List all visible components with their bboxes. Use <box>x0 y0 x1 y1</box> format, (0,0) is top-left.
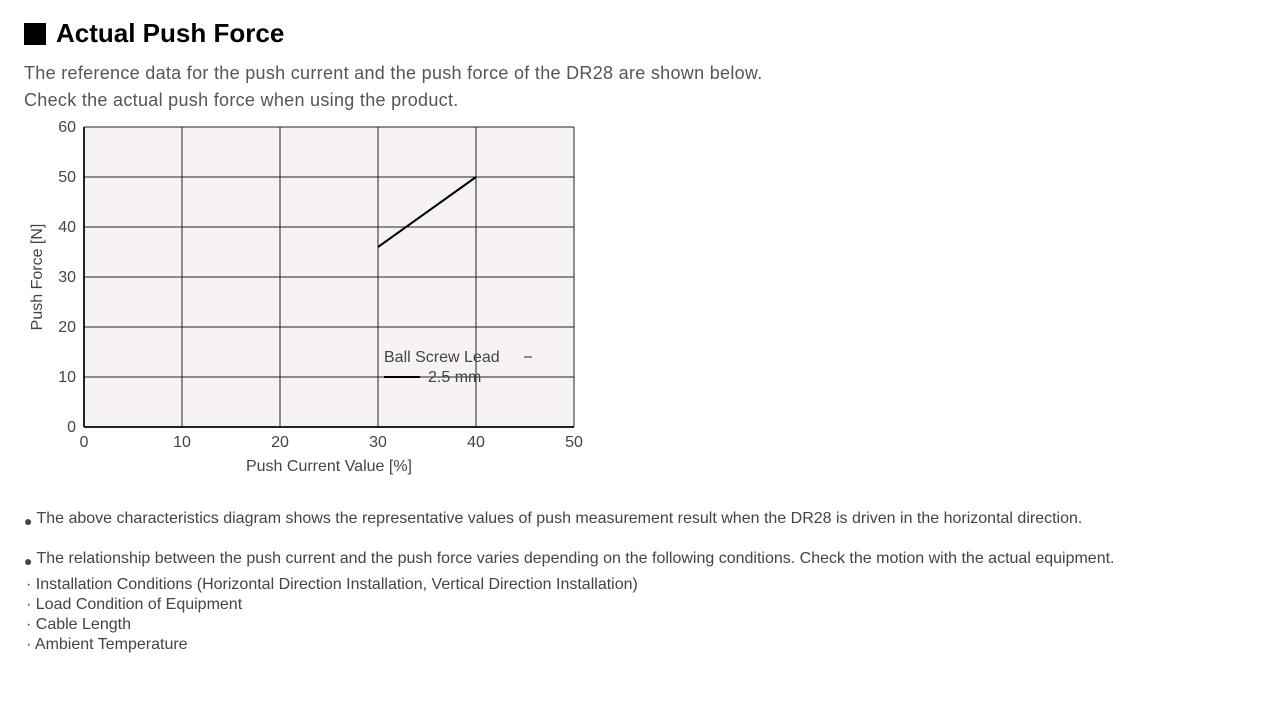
intro-line-2: Check the actual push force when using t… <box>24 90 1256 111</box>
note-sub-3: · Cable Length <box>26 616 1256 634</box>
chart-svg: 0 10 20 30 40 50 0 10 20 30 40 50 60 Push Current Val… <box>24 117 604 487</box>
section-title: Actual Push Force <box>56 18 284 49</box>
notes-section: ● The above characteristics diagram show… <box>24 510 1256 654</box>
svg-text:Push Force [N]: Push Force [N] <box>29 224 46 331</box>
section-title-row: Actual Push Force <box>24 18 1256 49</box>
svg-text:0: 0 <box>80 434 89 451</box>
svg-text:20: 20 <box>58 319 76 336</box>
svg-text:Push Current Value [%]: Push Current Value [%] <box>246 458 412 475</box>
svg-text:0: 0 <box>67 419 76 436</box>
svg-text:60: 60 <box>58 119 76 136</box>
note-bullet-1: ● The above characteristics diagram show… <box>24 510 1256 532</box>
svg-text:40: 40 <box>467 434 485 451</box>
note-bullet-2-text: The relationship between the push curren… <box>36 550 1114 568</box>
note-sub-2: · Load Condition of Equipment <box>26 596 1256 614</box>
note-bullet-1-text: The above characteristics diagram shows … <box>36 510 1082 528</box>
svg-text:10: 10 <box>173 434 191 451</box>
note-sub-4: · Ambient Temperature <box>26 636 1256 654</box>
svg-text:30: 30 <box>58 269 76 286</box>
title-square-icon <box>24 23 46 45</box>
svg-text:40: 40 <box>58 219 76 236</box>
note-bullet-2: ● The relationship between the push curr… <box>24 550 1256 572</box>
push-force-chart: 0 10 20 30 40 50 0 10 20 30 40 50 60 Push Current Val… <box>24 117 1256 492</box>
intro-line-1: The reference data for the push current … <box>24 63 1256 84</box>
svg-text:50: 50 <box>565 434 583 451</box>
svg-text:20: 20 <box>271 434 289 451</box>
svg-text:10: 10 <box>58 369 76 386</box>
bullet-icon: ● <box>24 510 32 532</box>
svg-text:Ball Screw Lead: Ball Screw Lead <box>384 349 500 366</box>
svg-text:2.5 mm: 2.5 mm <box>428 369 481 386</box>
svg-text:30: 30 <box>369 434 387 451</box>
bullet-icon: ● <box>24 550 32 572</box>
note-sub-1: · Installation Conditions (Horizontal Di… <box>26 576 1256 594</box>
svg-text:50: 50 <box>58 169 76 186</box>
